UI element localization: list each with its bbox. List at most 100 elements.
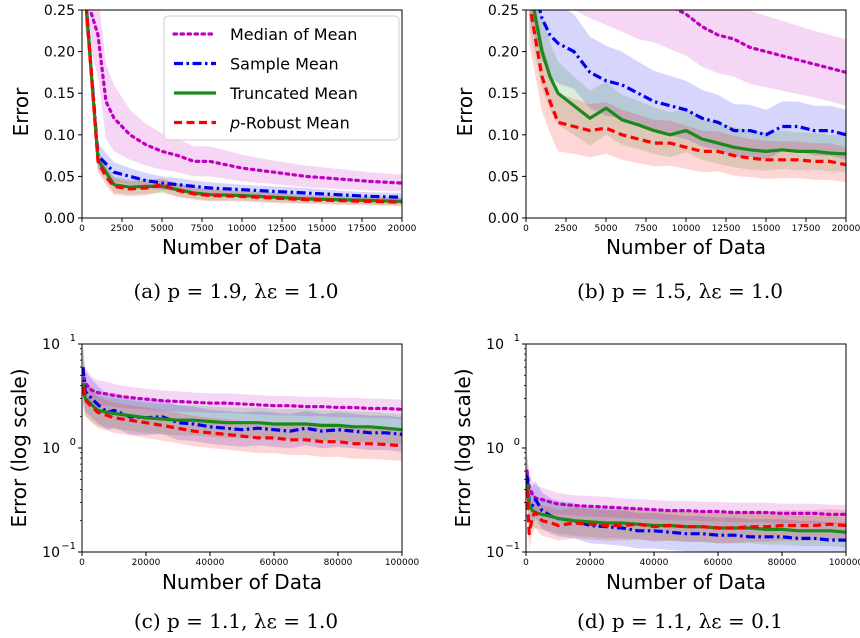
- y-axis-label: Error (log scale): [7, 368, 31, 527]
- y-axis-label: Error: [453, 87, 477, 137]
- y-tick-label: 0.20: [44, 45, 75, 61]
- x-tick-label: 100000: [829, 558, 860, 568]
- y-tick-exponent: 1: [70, 333, 76, 344]
- x-tick-label: 0: [523, 558, 529, 568]
- y-tick-label: 10: [486, 441, 504, 457]
- chart-panel-a: 0 2500 5000 7500 10000 12500 15000 17500 20000 0.…: [9, 3, 417, 303]
- y-tick-label: 0.05: [44, 169, 75, 185]
- legend: Median of Mean Sample Mean Truncated Mean p…: [163, 15, 400, 141]
- chart-panel-b: 0 2500 5000 7500 10000 12500 15000 17500 20000 0.…: [453, 3, 860, 303]
- legend-label: Median of Mean: [230, 25, 357, 44]
- line-series-3: [82, 387, 402, 448]
- x-tick-label: 40000: [196, 558, 225, 568]
- x-tick-label: 20000: [576, 558, 605, 568]
- x-tick-label: 60000: [704, 558, 733, 568]
- line-series-2: [84, 10, 402, 203]
- panel-caption: (a) p = 1.9, λε = 1.0: [134, 279, 339, 303]
- line-series-3: [84, 10, 402, 204]
- panel-caption: (c) p = 1.1, λε = 1.0: [134, 609, 338, 633]
- y-tick-label: 0.00: [488, 211, 519, 227]
- plot-area: [528, 10, 846, 183]
- legend-box: [163, 15, 400, 141]
- y-tick-label: 0.15: [488, 86, 519, 102]
- x-axis-label: Number of Data: [162, 570, 322, 594]
- line-series-0: [88, 10, 402, 185]
- y-tick-label: 10: [42, 545, 60, 561]
- y-tick-label: 0.10: [44, 128, 75, 144]
- band-series-1: [85, 10, 402, 202]
- panel-caption: (b) p = 1.5, λε = 1.0: [577, 279, 783, 303]
- x-tick-label: 5000: [595, 224, 618, 234]
- y-tick-exponent: −1: [505, 541, 520, 552]
- x-tick-label: 20000: [832, 224, 860, 234]
- y-tick-exponent: 0: [70, 437, 76, 448]
- band-series-1: [529, 10, 846, 160]
- line-series-2: [82, 382, 402, 432]
- legend-label: p-Robust Mean: [229, 114, 350, 133]
- band-series-0: [574, 10, 846, 106]
- y-axis-label: Error: [9, 87, 33, 137]
- x-tick-label: 17500: [792, 224, 821, 234]
- x-axis-label: Number of Data: [162, 235, 322, 259]
- x-tick-label: 10000: [228, 224, 257, 234]
- y-tick-label: 0.25: [488, 3, 519, 19]
- line-series-0: [526, 469, 846, 517]
- line-series-1: [526, 474, 846, 542]
- y-tick-label: 10: [486, 545, 504, 561]
- x-tick-label: 2500: [111, 224, 134, 234]
- x-tick-label: 12500: [712, 224, 741, 234]
- line-series-1: [84, 10, 402, 199]
- x-tick-label: 20000: [388, 224, 417, 234]
- line-series-1: [82, 366, 402, 436]
- y-tick-label: 0.15: [44, 86, 75, 102]
- x-tick-label: 0: [79, 224, 85, 234]
- y-tick-exponent: 1: [514, 333, 520, 344]
- x-tick-label: 80000: [324, 558, 353, 568]
- plot-area: [84, 10, 402, 207]
- x-axis-label: Number of Data: [606, 235, 766, 259]
- line-series-1: [538, 10, 846, 137]
- legend-label: Sample Mean: [230, 55, 339, 74]
- y-tick-label: 0.25: [44, 3, 75, 19]
- y-axis-label: Error (log scale): [451, 368, 475, 527]
- x-tick-label: 20000: [132, 558, 161, 568]
- panel-caption: (d) p = 1.1, λε = 0.1: [577, 609, 783, 633]
- y-tick-exponent: 0: [514, 437, 520, 448]
- x-tick-label: 0: [79, 558, 85, 568]
- x-tick-label: 5000: [151, 224, 174, 234]
- y-tick-label: 10: [42, 337, 60, 353]
- line-series-3: [526, 489, 846, 536]
- band-series-3: [83, 370, 402, 461]
- x-tick-label: 40000: [640, 558, 669, 568]
- line-series-3: [528, 10, 846, 167]
- x-tick-label: 2500: [555, 224, 578, 234]
- x-tick-label: 80000: [768, 558, 797, 568]
- x-tick-label: 15000: [308, 224, 337, 234]
- x-axis-label: Number of Data: [606, 570, 766, 594]
- line-series-2: [532, 10, 846, 156]
- x-tick-label: 7500: [635, 224, 658, 234]
- x-tick-label: 60000: [260, 558, 289, 568]
- x-tick-label: 100000: [385, 558, 420, 568]
- y-tick-label: 0.20: [488, 45, 519, 61]
- band-series-2: [529, 10, 846, 173]
- x-tick-label: 0: [523, 224, 529, 234]
- x-tick-label: 17500: [348, 224, 377, 234]
- line-series-0: [82, 369, 402, 411]
- y-tick-label: 0.10: [488, 128, 519, 144]
- y-tick-exponent: −1: [61, 541, 76, 552]
- legend-label: Truncated Mean: [229, 84, 358, 103]
- band-series-0: [85, 10, 402, 192]
- line-series-0: [674, 10, 846, 75]
- band-series-3: [529, 10, 846, 183]
- x-tick-label: 7500: [191, 224, 214, 234]
- y-tick-label: 10: [486, 337, 504, 353]
- y-tick-label: 10: [42, 441, 60, 457]
- x-tick-label: 15000: [752, 224, 781, 234]
- plot-area: [82, 344, 402, 461]
- y-tick-label: 0.05: [488, 169, 519, 185]
- y-tick-label: 0.00: [44, 211, 75, 227]
